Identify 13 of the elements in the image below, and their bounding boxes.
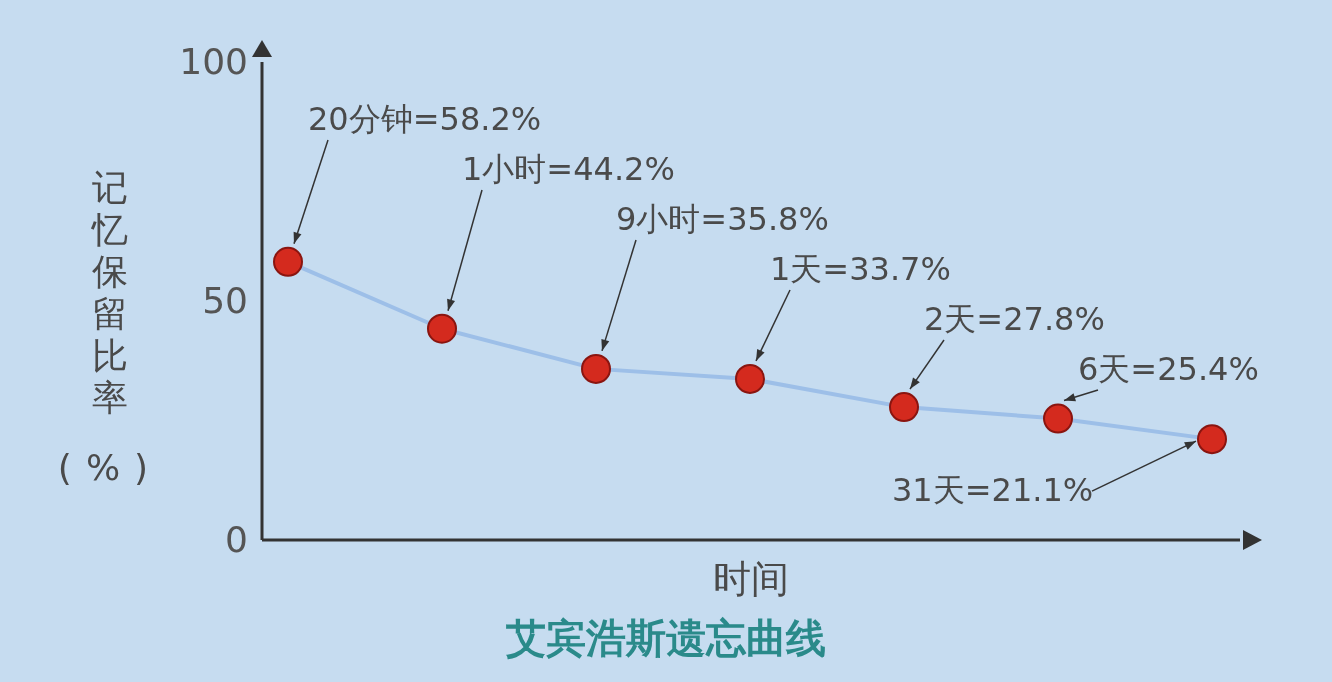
data-label: 2天=27.8% [924,300,1105,338]
y-axis-title: 记忆保留比率(%) [57,167,163,488]
data-label: 6天=25.4% [1078,350,1259,388]
y-tick-label: 0 [225,519,248,560]
y-tick-label: 100 [179,41,248,82]
data-label: 20分钟=58.2% [308,100,542,138]
data-label: 31天=21.1% [892,471,1094,510]
data-label: 9小时=35.8% [616,200,829,238]
y-tick-label: 50 [202,280,248,321]
x-axis-title: 时间 [713,557,789,601]
data-label: 1小时=44.2% [462,150,675,188]
data-label: 1天=33.7% [770,250,951,288]
text: 艾宾浩斯遗忘曲线 [506,615,826,661]
